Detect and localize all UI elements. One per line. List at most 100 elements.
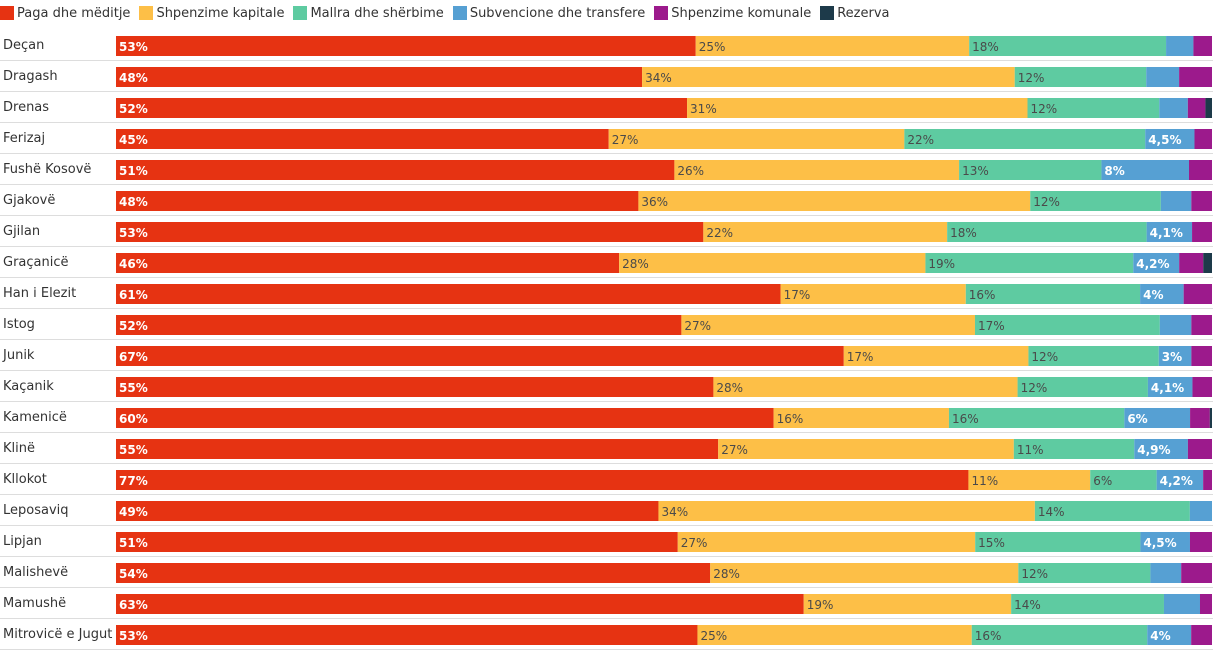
bar-segment <box>904 129 1146 149</box>
bar-segment <box>116 315 682 335</box>
legend-item: Paga dhe mëditje <box>0 6 130 21</box>
bar-segment <box>1199 594 1212 614</box>
data-label: 77% <box>119 474 148 488</box>
bar-segment <box>116 253 620 273</box>
bar-segment <box>1192 377 1212 397</box>
bar-segment <box>1166 36 1194 56</box>
data-label: 26% <box>677 164 704 178</box>
data-label: 13% <box>962 164 989 178</box>
data-label: 27% <box>684 319 711 333</box>
bar-segment <box>116 284 781 304</box>
bar-segment <box>1179 253 1204 273</box>
data-label: 3% <box>1162 350 1182 364</box>
legend-item: Shpenzime komunale <box>654 6 811 21</box>
bar-segment <box>1187 439 1212 459</box>
bar-segment <box>959 160 1102 180</box>
bar-segment <box>1189 501 1212 521</box>
legend-item: Subvencione dhe transfere <box>452 6 645 21</box>
data-label: 4% <box>1143 288 1163 302</box>
bar-segment <box>974 315 1160 335</box>
bar-segment <box>638 191 1031 211</box>
legend-label: Paga dhe mëditje <box>17 5 131 21</box>
category-label: Gjilan <box>3 224 40 239</box>
bar-segment <box>1187 98 1206 118</box>
data-label: 67% <box>119 350 148 364</box>
data-label: 16% <box>777 412 804 426</box>
bar-segment <box>1134 439 1188 459</box>
data-label: 12% <box>1018 71 1045 85</box>
bar-segment <box>1191 346 1212 366</box>
bar-segment <box>1205 98 1212 118</box>
bar-segment <box>971 625 1148 645</box>
bar-segment <box>1189 532 1212 552</box>
data-label: 6% <box>1093 474 1112 488</box>
category-label: Dragash <box>3 69 58 84</box>
bar-segment <box>1028 346 1159 366</box>
data-label: 27% <box>612 133 639 147</box>
data-label: 22% <box>907 133 934 147</box>
data-label: 4,5% <box>1143 536 1176 550</box>
category-label: Drenas <box>3 100 49 115</box>
data-label: 14% <box>1038 505 1065 519</box>
bar-segment <box>1133 253 1180 273</box>
category-label: Junik <box>2 348 35 363</box>
category-label: Deçan <box>3 38 44 53</box>
bar-segment <box>1189 160 1212 180</box>
bar-segment <box>1158 346 1192 366</box>
category-label: Leposaviq <box>3 503 69 518</box>
data-label: 54% <box>119 567 148 581</box>
bar-segment <box>1034 501 1190 521</box>
bar-segment <box>1191 315 1212 335</box>
bar-segment <box>116 98 688 118</box>
data-label: 16% <box>952 412 979 426</box>
bar-segment <box>608 129 905 149</box>
data-label: 12% <box>1031 350 1058 364</box>
bar-segment <box>1027 98 1160 118</box>
bar-segment <box>116 439 719 459</box>
bar-segment <box>116 470 969 490</box>
bar-segment <box>116 222 704 242</box>
data-label: 53% <box>119 40 148 54</box>
legend-label: Shpenzime komunale <box>671 5 812 21</box>
category-label: Han i Elezit <box>3 286 76 301</box>
bar-segment <box>965 284 1141 304</box>
data-label: 4,2% <box>1160 474 1193 488</box>
bar-segment <box>1140 284 1184 304</box>
bar-segment <box>658 501 1035 521</box>
data-label: 14% <box>1014 598 1041 612</box>
bar-segment <box>1030 191 1161 211</box>
data-label: 49% <box>119 505 148 519</box>
bar-segment <box>1194 129 1212 149</box>
data-label: 34% <box>661 505 688 519</box>
bar-segment <box>1101 160 1189 180</box>
bar-segment <box>1183 284 1212 304</box>
category-label: Gjakovë <box>3 193 55 208</box>
data-label: 55% <box>119 381 148 395</box>
data-label: 17% <box>978 319 1005 333</box>
data-label: 28% <box>622 257 649 271</box>
bar-segment <box>1018 563 1151 583</box>
bar-segment <box>1014 67 1147 87</box>
data-label: 4% <box>1150 629 1170 643</box>
data-label: 8% <box>1104 164 1124 178</box>
category-label: Kllokot <box>3 472 47 487</box>
bar-segment <box>969 36 1167 56</box>
bar-segment <box>803 594 1012 614</box>
bar-segment <box>1163 594 1200 614</box>
bar-segment <box>619 253 926 273</box>
bar-segment <box>1156 470 1204 490</box>
legend-swatch <box>139 6 154 20</box>
bar-segment <box>773 408 949 428</box>
bar-segment <box>947 222 1147 242</box>
data-label: 51% <box>119 164 148 178</box>
chart-legend: Paga dhe mëditje Shpenzime kapitale Mallra… <box>0 0 898 26</box>
legend-swatch <box>0 6 14 20</box>
bar-segment <box>1179 67 1212 87</box>
data-label: 17% <box>784 288 811 302</box>
data-label: 12% <box>1031 102 1058 116</box>
bar-segment <box>116 67 643 87</box>
bar-segment <box>1017 377 1148 397</box>
bar-segment <box>968 470 1091 490</box>
data-label: 52% <box>119 319 148 333</box>
